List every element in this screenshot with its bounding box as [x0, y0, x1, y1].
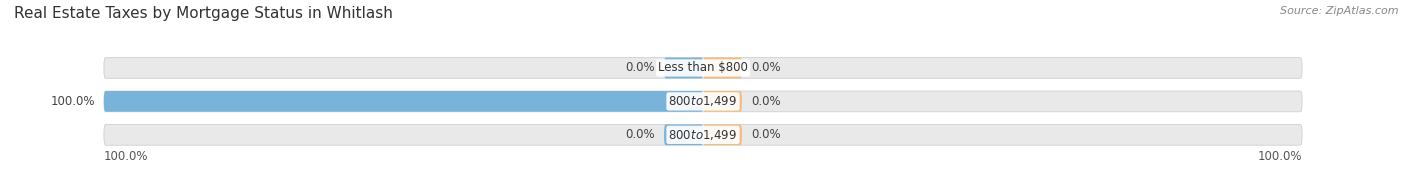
FancyBboxPatch shape — [664, 58, 703, 78]
Text: 100.0%: 100.0% — [1257, 150, 1302, 163]
Text: $800 to $1,499: $800 to $1,499 — [668, 94, 738, 108]
FancyBboxPatch shape — [703, 58, 742, 78]
Text: 100.0%: 100.0% — [51, 95, 96, 108]
FancyBboxPatch shape — [703, 124, 742, 145]
Text: 0.0%: 0.0% — [751, 128, 780, 141]
FancyBboxPatch shape — [104, 91, 1302, 112]
FancyBboxPatch shape — [104, 124, 1302, 145]
Text: 0.0%: 0.0% — [626, 128, 655, 141]
Text: Less than $800: Less than $800 — [658, 61, 748, 74]
Text: 100.0%: 100.0% — [104, 150, 149, 163]
FancyBboxPatch shape — [104, 91, 703, 112]
FancyBboxPatch shape — [703, 91, 742, 112]
Text: 0.0%: 0.0% — [751, 61, 780, 74]
Text: 0.0%: 0.0% — [626, 61, 655, 74]
FancyBboxPatch shape — [664, 124, 703, 145]
FancyBboxPatch shape — [104, 58, 1302, 78]
Text: Real Estate Taxes by Mortgage Status in Whitlash: Real Estate Taxes by Mortgage Status in … — [14, 6, 392, 21]
Text: Source: ZipAtlas.com: Source: ZipAtlas.com — [1281, 6, 1399, 16]
Text: $800 to $1,499: $800 to $1,499 — [668, 128, 738, 142]
Text: 0.0%: 0.0% — [751, 95, 780, 108]
